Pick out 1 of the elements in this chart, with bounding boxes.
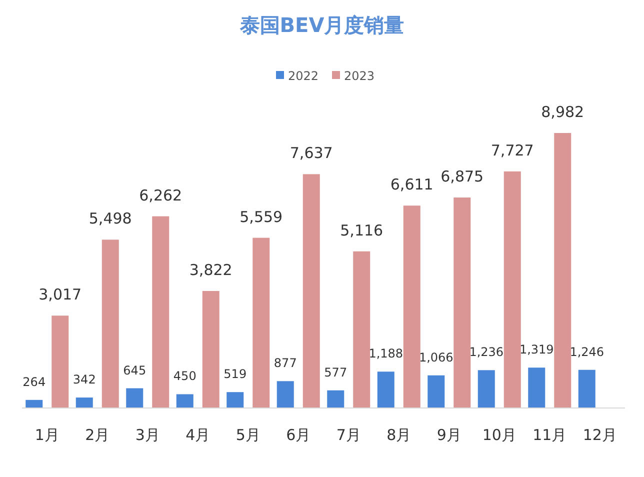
title: 泰国BEV月度销量 xyxy=(240,13,404,37)
